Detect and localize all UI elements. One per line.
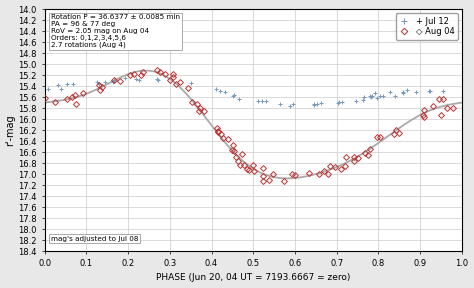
- Text: Rotation P = 36.6377 ± 0.0085 min
PA = 96 & 77 deg
RoV = 2.05 mag on Aug 04
Orde: Rotation P = 36.6377 ± 0.0085 min PA = 9…: [51, 14, 180, 48]
- ◇ Aug 04: [260, 179, 265, 183]
- ◇ Aug 04: [154, 68, 159, 71]
- ◇ Aug 04: [214, 126, 220, 129]
- Line: + Jul 12: + Jul 12: [45, 75, 446, 108]
- + Jul 12: [405, 89, 410, 92]
- + Jul 12: [287, 104, 293, 107]
- ◇ Aug 04: [138, 73, 144, 76]
- ◇ Aug 04: [196, 109, 202, 113]
- + Jul 12: [123, 76, 128, 79]
- Text: mag's adjusted to Jul 08: mag's adjusted to Jul 08: [51, 236, 138, 242]
- X-axis label: PHASE (Jun 20, 04 UT = 7193.6667 = zero): PHASE (Jun 20, 04 UT = 7193.6667 = zero): [156, 273, 350, 283]
- ◇ Aug 04: [241, 163, 246, 166]
- ◇ Aug 04: [450, 106, 456, 109]
- ◇ Aug 04: [194, 103, 200, 106]
- + Jul 12: [231, 94, 237, 97]
- + Jul 12: [96, 82, 101, 86]
- + Jul 12: [45, 87, 50, 91]
- + Jul 12: [440, 89, 446, 93]
- + Jul 12: [154, 77, 160, 80]
- ◇ Aug 04: [438, 113, 444, 116]
- + Jul 12: [111, 79, 117, 82]
- ◇ Aug 04: [42, 96, 48, 100]
- Line: ◇ Aug 04: ◇ Aug 04: [43, 68, 455, 183]
- Y-axis label: r'-mag: r'-mag: [6, 114, 16, 146]
- + Jul 12: [427, 89, 433, 92]
- Legend: + Jul 12, ◇ Aug 04: + Jul 12, ◇ Aug 04: [396, 13, 458, 39]
